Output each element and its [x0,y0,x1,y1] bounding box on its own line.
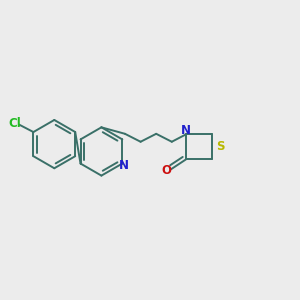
Text: S: S [216,140,224,153]
Text: N: N [181,124,191,137]
Text: O: O [161,164,172,176]
Text: N: N [119,159,129,172]
Text: Cl: Cl [9,117,22,130]
